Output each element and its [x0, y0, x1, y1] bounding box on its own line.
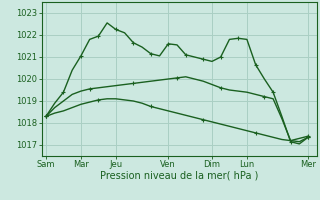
X-axis label: Pression niveau de la mer( hPa ): Pression niveau de la mer( hPa ): [100, 171, 258, 181]
